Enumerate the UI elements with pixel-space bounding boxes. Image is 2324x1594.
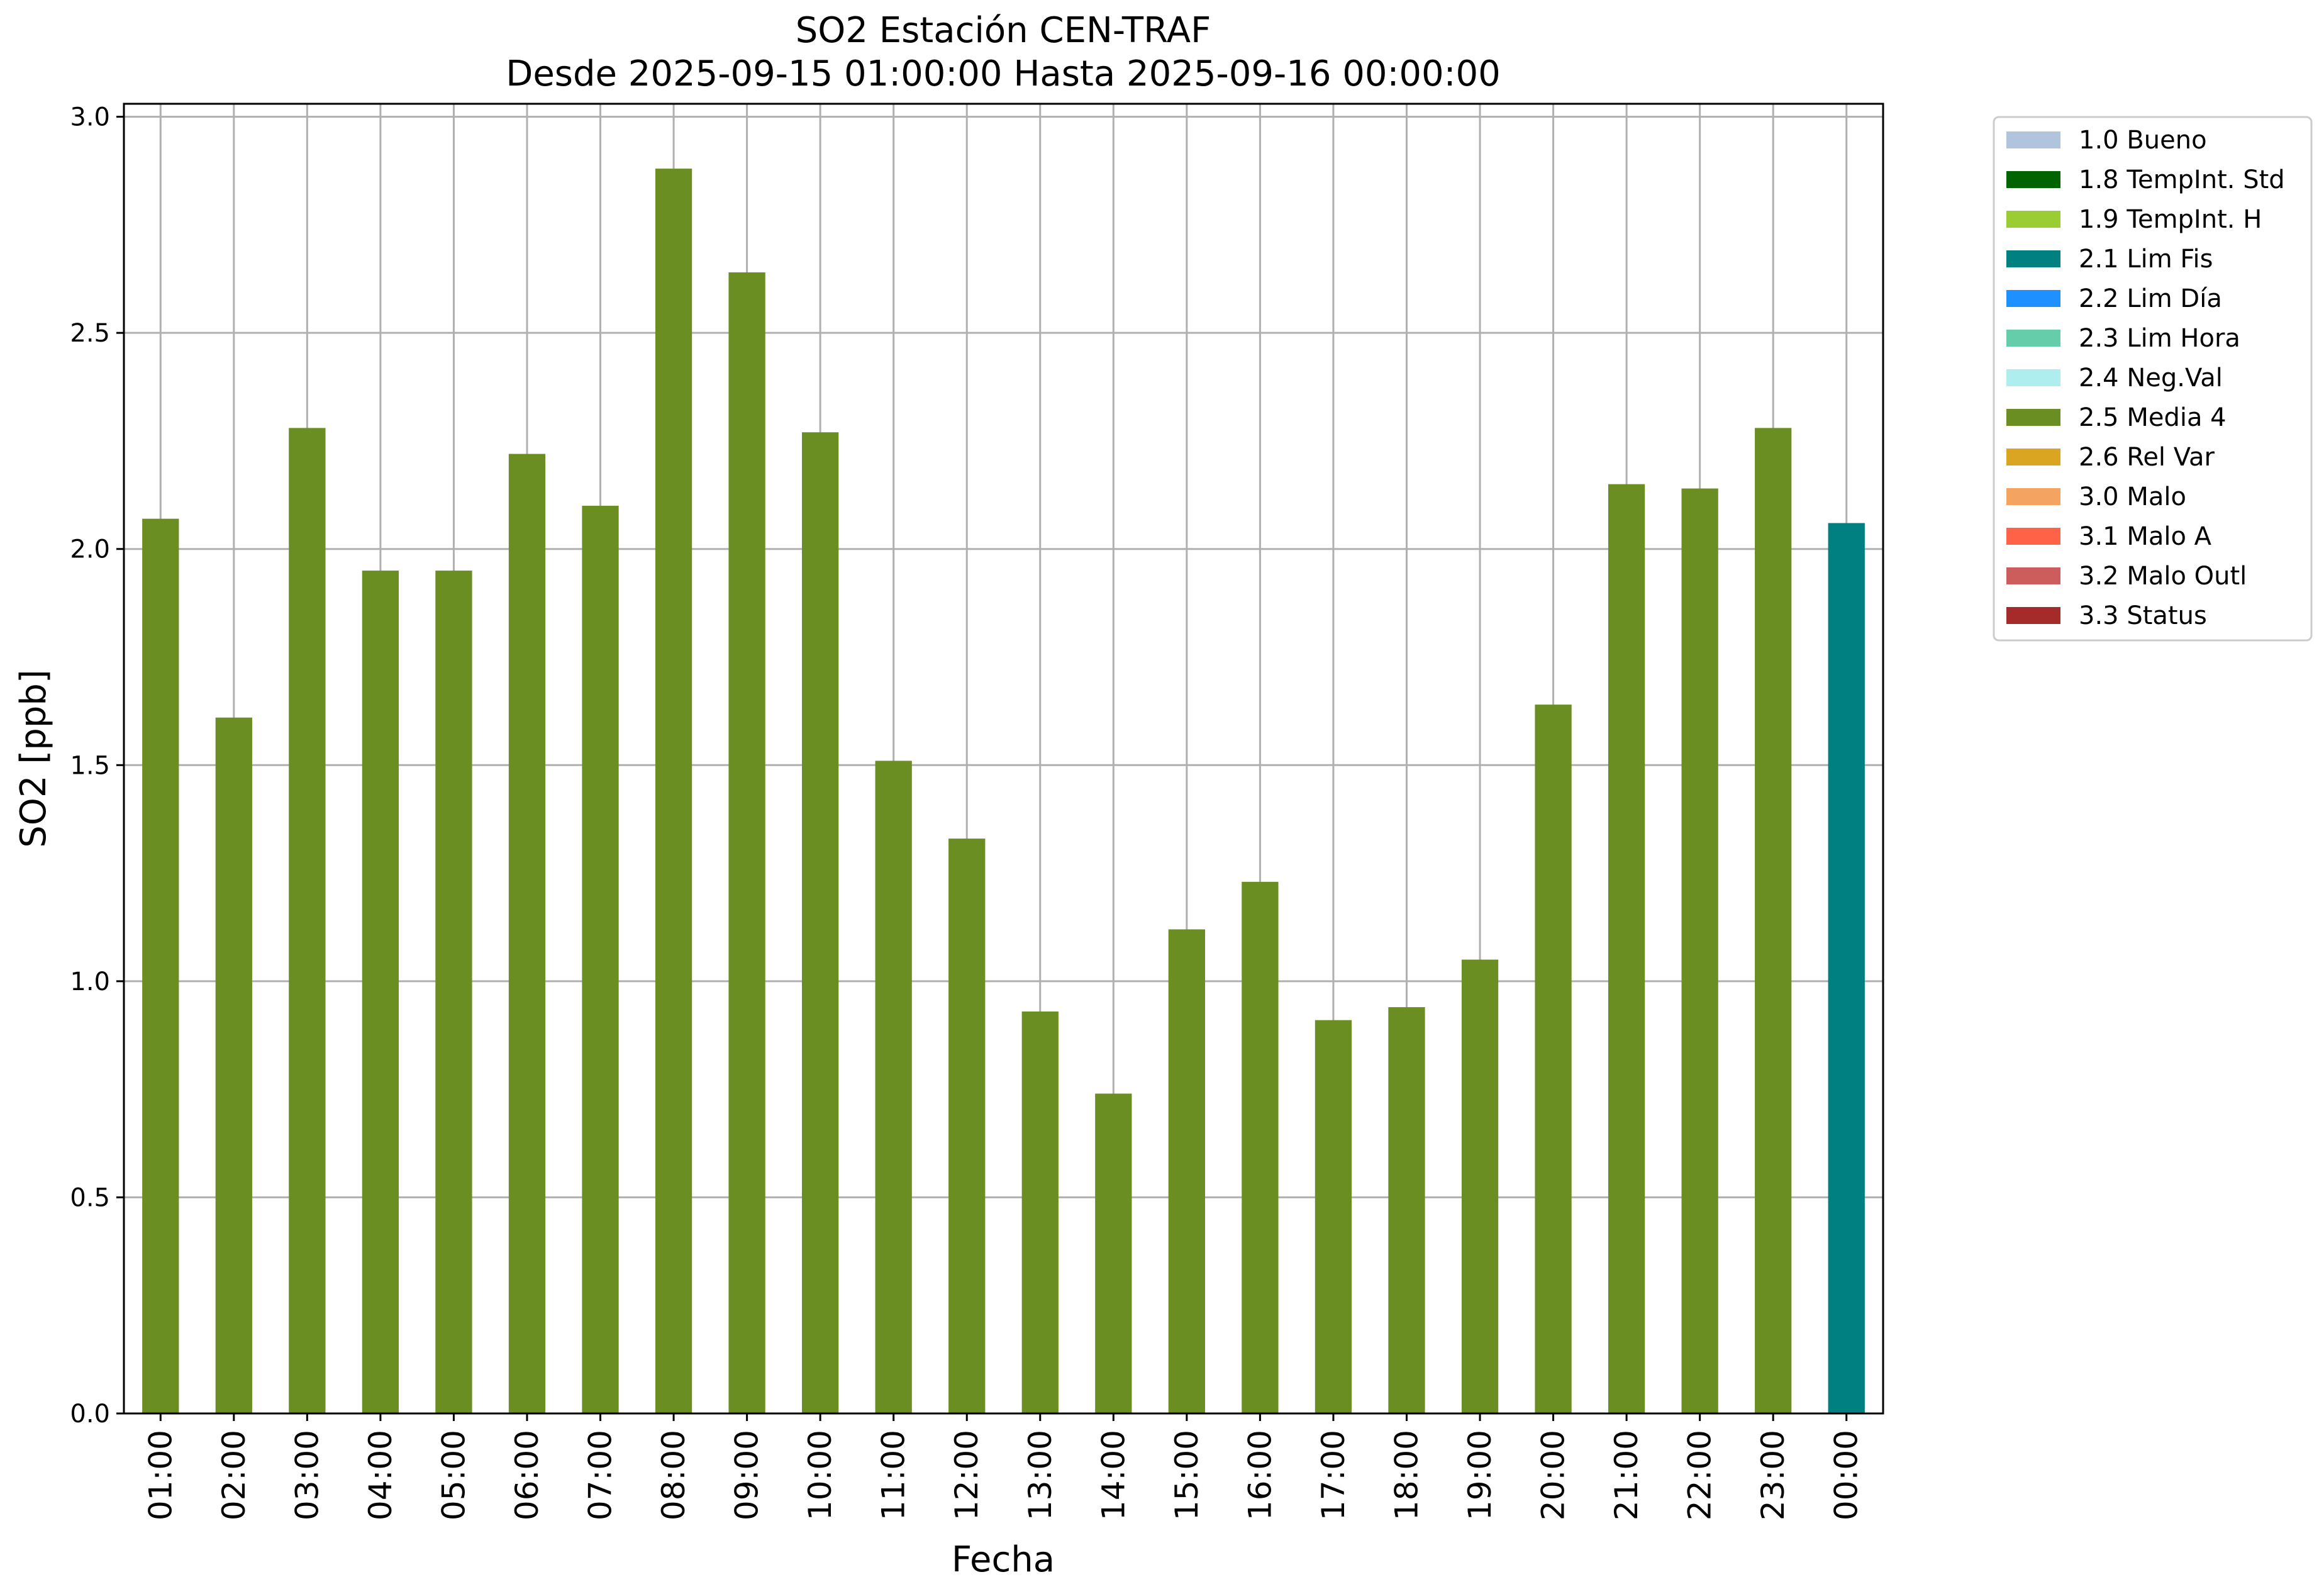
legend-swatch: [2006, 449, 2060, 465]
x-tick-label: 22:00: [1682, 1430, 1718, 1520]
legend-label: 1.8 TempInt. Std: [2079, 165, 2285, 194]
legend-label: 2.5 Media 4: [2079, 403, 2227, 432]
x-tick-label: 13:00: [1022, 1430, 1059, 1520]
bar-0400: [362, 571, 399, 1413]
legend-label: 2.3 Lim Hora: [2079, 324, 2240, 353]
x-tick-label: 00:00: [1828, 1430, 1865, 1520]
bar-0300: [289, 428, 326, 1413]
bar-1700: [1315, 1020, 1352, 1413]
legend-label: 2.6 Rel Var: [2079, 443, 2215, 472]
x-tick-label: 03:00: [289, 1430, 325, 1520]
x-tick-label: 10:00: [802, 1430, 838, 1520]
x-tick-label: 04:00: [362, 1430, 399, 1520]
x-tick-label: 01:00: [142, 1430, 179, 1520]
x-tick-label: 14:00: [1095, 1430, 1131, 1520]
bar-0900: [728, 272, 765, 1413]
legend-label: 3.0 Malo: [2079, 482, 2186, 511]
legend-swatch: [2006, 409, 2060, 426]
y-tick-label: 2.0: [70, 535, 110, 564]
x-tick-label: 07:00: [582, 1430, 619, 1520]
legend-label: 2.1 Lim Fis: [2079, 245, 2213, 274]
y-tick-label: 0.5: [70, 1183, 110, 1212]
y-tick-label: 1.0: [70, 967, 110, 996]
x-tick-label: 09:00: [729, 1430, 765, 1520]
bar-1200: [948, 839, 986, 1413]
legend-swatch: [2006, 250, 2060, 267]
x-tick-label: 23:00: [1755, 1430, 1791, 1520]
x-tick-label: 19:00: [1462, 1430, 1498, 1520]
bar-0000: [1828, 523, 1865, 1413]
bar-1500: [1168, 929, 1205, 1413]
legend-swatch: [2006, 528, 2060, 545]
bar-2300: [1755, 428, 1792, 1413]
x-tick-label: 11:00: [876, 1430, 912, 1520]
legend-label: 2.4 Neg.Val: [2079, 364, 2223, 393]
bar-2100: [1608, 484, 1645, 1413]
legend-label: 1.9 TempInt. H: [2079, 205, 2262, 234]
bar-0100: [142, 518, 179, 1413]
bar-1000: [802, 432, 839, 1414]
legend-swatch: [2006, 290, 2060, 307]
chart-subtitle: Desde 2025-09-15 01:00:00 Hasta 2025-09-…: [506, 53, 1501, 94]
x-tick-label: 05:00: [435, 1430, 472, 1520]
bar-0600: [508, 454, 546, 1414]
legend-label: 3.2 Malo Outl: [2079, 562, 2247, 591]
x-axis-label: Fecha: [952, 1539, 1055, 1580]
y-axis-label: SO2 [ppb]: [13, 669, 54, 847]
legend-swatch: [2006, 488, 2060, 505]
bar-1400: [1095, 1093, 1132, 1413]
bar-1100: [875, 761, 912, 1413]
bar-0200: [215, 717, 252, 1413]
x-tick-label: 15:00: [1169, 1430, 1205, 1520]
legend-label: 1.0 Bueno: [2079, 126, 2207, 155]
legend-swatch: [2006, 171, 2060, 188]
bar-2000: [1535, 705, 1572, 1413]
x-tick-label: 06:00: [509, 1430, 545, 1520]
plot-frame: [123, 103, 1884, 1415]
legend-swatch: [2006, 567, 2060, 584]
x-tick-label: 02:00: [216, 1430, 252, 1520]
legend-swatch: [2006, 369, 2060, 386]
bar-0800: [655, 169, 692, 1413]
bar-0500: [435, 571, 472, 1413]
x-tick-label: 17:00: [1315, 1430, 1352, 1520]
y-tick-label: 3.0: [70, 103, 110, 132]
bar-1600: [1242, 881, 1279, 1413]
legend-label: 3.1 Malo A: [2079, 522, 2212, 551]
legend-frame: [1993, 116, 2313, 642]
y-tick-label: 2.5: [70, 319, 110, 348]
y-tick-label: 0.0: [70, 1400, 110, 1429]
legend-label: 3.3 Status: [2079, 601, 2207, 630]
legend-label: 2.2 Lim Día: [2079, 284, 2222, 313]
legend-swatch: [2006, 330, 2060, 347]
legend: 1.0 Bueno 1.8 TempInt. Std 1.9 TempInt. H 2…: [1993, 116, 2313, 642]
x-tick-label: 16:00: [1242, 1430, 1278, 1520]
x-tick-label: 20:00: [1535, 1430, 1572, 1520]
legend-swatch: [2006, 607, 2060, 624]
bar-1900: [1461, 959, 1499, 1413]
x-tick-label: 12:00: [948, 1430, 985, 1520]
chart-title: SO2 Estación CEN-TRAF: [796, 10, 1211, 51]
bar-1800: [1388, 1007, 1425, 1413]
x-tick-label: 21:00: [1608, 1430, 1645, 1520]
y-tick-label: 1.5: [70, 751, 110, 780]
legend-swatch: [2006, 211, 2060, 228]
x-tick-label: 18:00: [1388, 1430, 1425, 1520]
legend-swatch: [2006, 131, 2060, 148]
x-tick-label: 08:00: [655, 1430, 692, 1520]
bar-2200: [1681, 488, 1718, 1413]
bar-0700: [582, 506, 619, 1413]
bar-1300: [1021, 1011, 1059, 1413]
